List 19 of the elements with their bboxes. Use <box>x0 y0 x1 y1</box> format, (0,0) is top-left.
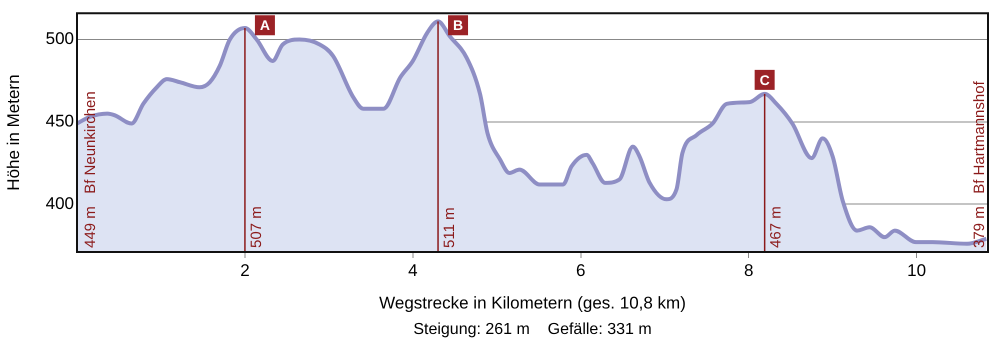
y-axis-title: Höhe in Metern <box>4 74 23 191</box>
y-tick-label: 400 <box>46 194 74 213</box>
text: Steigung: 261 m Gefälle: 331 m <box>413 321 652 338</box>
x-tick-label: 4 <box>408 260 418 280</box>
annotation: B <box>452 17 464 34</box>
y-tick-label: 500 <box>46 29 74 48</box>
annotation: A <box>260 17 270 34</box>
x-tick-label: 10 <box>907 260 926 280</box>
x-tick-label: 2 <box>240 260 250 280</box>
x-tick-label: 6 <box>576 260 586 280</box>
annotation: 449 m Bf Neunkirchen <box>82 91 99 248</box>
x-axis-title: Wegstrecke in Kilometern (ges. 10,8 km) <box>379 293 686 312</box>
x-tick-label: 8 <box>744 260 754 280</box>
annotation: 379 m Bf Hartmannshof <box>971 80 988 248</box>
ref-line-label: 511 m <box>441 207 458 248</box>
ref-line-label: 467 m <box>768 206 785 248</box>
annotation: C <box>760 72 770 88</box>
ref-line-label: 507 m <box>248 206 265 248</box>
y-tick-label: 450 <box>46 112 74 131</box>
